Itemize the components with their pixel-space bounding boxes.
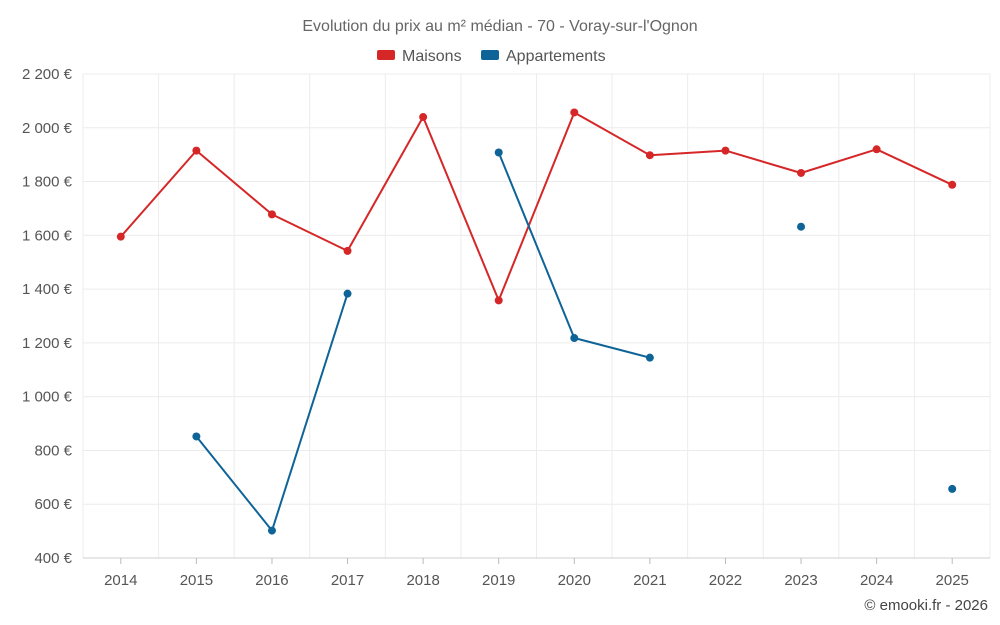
y-tick-label: 1 600 € [22, 227, 73, 244]
y-tick-label: 2 200 € [22, 66, 73, 83]
x-tick-label: 2016 [255, 572, 288, 589]
y-tick-label: 400 € [34, 550, 72, 567]
data-point-maisons[interactable] [797, 168, 806, 177]
x-tick-label: 2023 [784, 572, 817, 589]
x-tick-label: 2025 [936, 572, 969, 589]
data-point-appartements[interactable] [948, 484, 957, 493]
y-tick-label: 800 € [34, 442, 72, 459]
data-point-maisons[interactable] [267, 210, 276, 219]
x-tick-label: 2021 [633, 572, 666, 589]
series-line-appartements [497, 152, 651, 359]
data-point-appartements[interactable] [267, 526, 276, 535]
x-tick-label: 2022 [709, 572, 742, 589]
plot-area [116, 108, 957, 535]
data-point-maisons[interactable] [721, 146, 730, 155]
x-tick-label: 2019 [482, 572, 515, 589]
y-tick-label: 1 800 € [22, 174, 73, 191]
series-line-maisons [120, 111, 953, 302]
data-point-maisons[interactable] [343, 246, 352, 255]
legend-label-maisons[interactable]: Maisons [402, 48, 462, 65]
legend: Maisons Appartements [377, 48, 606, 65]
credit: © emooki.fr - 2026 [864, 597, 988, 614]
y-tick-label: 600 € [34, 496, 72, 513]
legend-swatch-maisons [377, 50, 395, 60]
data-point-appartements[interactable] [494, 148, 503, 157]
x-tick-label: 2014 [104, 572, 137, 589]
y-tick-label: 2 000 € [22, 120, 73, 137]
data-point-maisons[interactable] [419, 113, 428, 122]
data-point-appartements[interactable] [797, 222, 806, 231]
y-tick-label: 1 200 € [22, 335, 73, 352]
y-tick-label: 1 400 € [22, 281, 73, 298]
y-tick-label: 1 000 € [22, 389, 73, 406]
data-point-appartements[interactable] [570, 334, 579, 343]
x-tick-label: 2018 [406, 572, 439, 589]
x-axis: 2014 2015 2016 2017 2018 2019 2020 2021 2022 2023… [83, 557, 990, 589]
legend-label-appartements[interactable]: Appartements [506, 48, 606, 65]
data-point-maisons[interactable] [192, 146, 201, 155]
series-line-appartements [195, 293, 349, 532]
data-point-maisons[interactable] [948, 180, 957, 189]
data-point-maisons[interactable] [116, 232, 125, 241]
data-point-maisons[interactable] [494, 296, 503, 305]
legend-swatch-appartements [481, 50, 499, 60]
x-tick-label: 2015 [180, 572, 213, 589]
y-axis: 400 € 600 € 800 € 1 000 € 1 200 € 1 400 € 1 60… [22, 66, 73, 567]
x-tick-label: 2020 [558, 572, 591, 589]
chart-title: Evolution du prix au m² médian - 70 - Vo… [302, 18, 697, 35]
data-point-maisons[interactable] [645, 151, 654, 160]
data-point-appartements[interactable] [343, 289, 352, 298]
data-point-appartements[interactable] [192, 432, 201, 441]
x-tick-label: 2017 [331, 572, 364, 589]
x-tick-label: 2024 [860, 572, 893, 589]
grid [82, 73, 991, 559]
data-point-appartements[interactable] [645, 353, 654, 362]
data-point-maisons[interactable] [872, 145, 881, 154]
data-point-maisons[interactable] [570, 108, 579, 117]
